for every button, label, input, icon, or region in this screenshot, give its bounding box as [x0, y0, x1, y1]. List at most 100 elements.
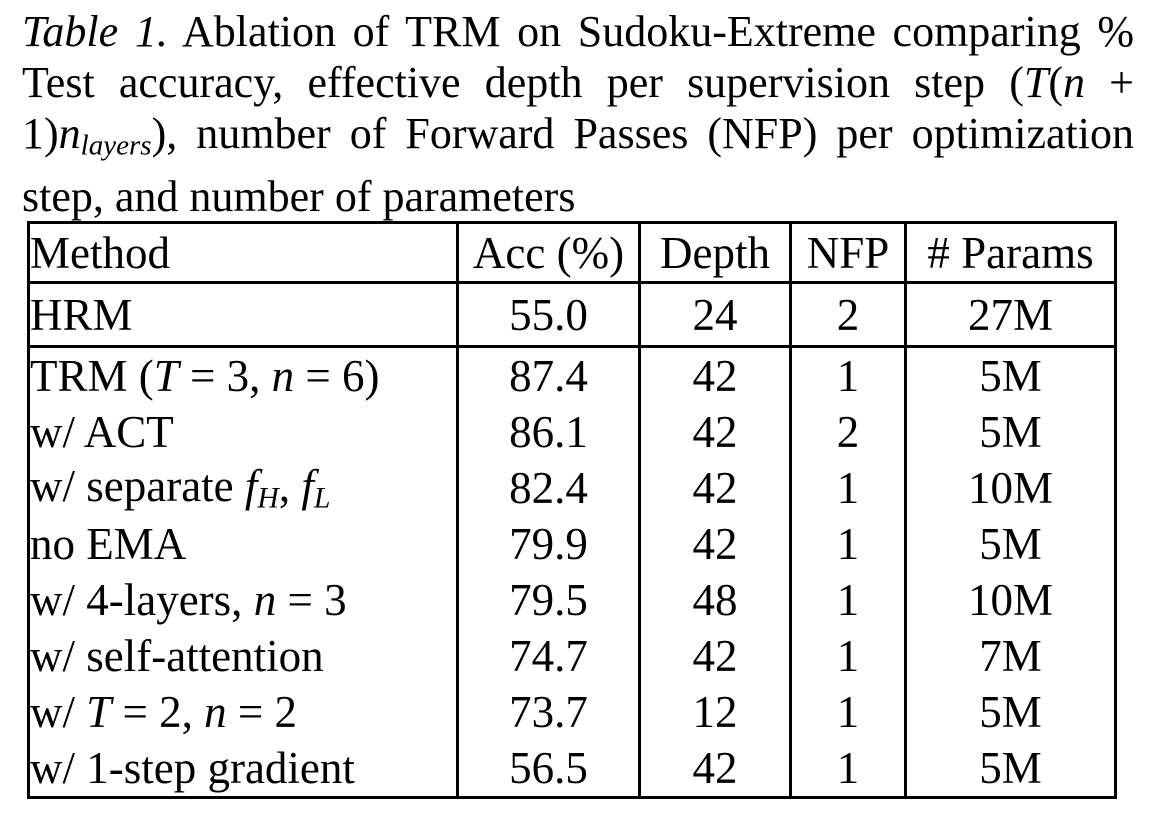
- text-segment: n: [1062, 58, 1085, 107]
- cell-acc: 82.4: [456, 460, 641, 516]
- cell-params: 5M: [904, 404, 1117, 460]
- text-segment: layers: [80, 129, 152, 162]
- cell-params: 5M: [904, 346, 1117, 404]
- cell-nfp: 1: [789, 740, 907, 798]
- cell-acc: 86.1: [456, 404, 641, 460]
- table-row-hrm: HRM 55.0 24 2 27M: [27, 282, 1117, 347]
- cell-params: 10M: [904, 572, 1117, 628]
- text-segment: = 3: [276, 575, 347, 625]
- cell-params: 5M: [904, 684, 1117, 740]
- table-row-separate-fh-fl: w/ separate fH, fL 82.4 42 1 10M: [27, 460, 1117, 516]
- cell-method: w/ self-attention: [27, 628, 459, 684]
- text-segment: 1): [22, 109, 59, 158]
- cell-method: w/ 1-step gradient: [27, 740, 459, 798]
- cell-nfp: 1: [789, 460, 907, 516]
- cell-method: w/ 4-layers, n = 3: [27, 572, 459, 628]
- ablation-table: Method Acc (%) Depth NFP # Params HRM 55…: [27, 221, 1117, 799]
- cell-nfp: 2: [789, 282, 907, 347]
- table-row-act: w/ ACT 86.1 42 2 5M: [27, 404, 1117, 460]
- ablation-table-wrapper: Method Acc (%) Depth NFP # Params HRM 55…: [27, 221, 1117, 799]
- cell-params: 5M: [904, 516, 1117, 572]
- cell-method: w/ ACT: [27, 404, 459, 460]
- text-segment: TRM (: [30, 351, 154, 401]
- caption-line: 1)nlayers), number of Forward Passes (NF…: [22, 108, 1134, 171]
- cell-depth: 12: [638, 684, 792, 740]
- col-header-method: Method: [27, 222, 459, 283]
- cell-method: TRM (T = 3, n = 6): [27, 346, 459, 404]
- text-segment: f: [244, 461, 258, 512]
- text-segment: n: [58, 109, 81, 158]
- text-segment: w/ 1-step gradient: [30, 743, 355, 793]
- text-segment: H: [257, 482, 279, 515]
- cell-acc: 79.9: [456, 516, 641, 572]
- cell-method: HRM: [27, 282, 459, 347]
- col-header-nfp: NFP: [789, 222, 907, 283]
- cell-nfp: 1: [789, 628, 907, 684]
- text-segment: n: [204, 687, 227, 737]
- text-segment: +: [1084, 58, 1134, 107]
- caption-line: Table 1. Ablation of TRM on Sudoku-Extre…: [22, 6, 1134, 57]
- text-segment: w/ separate: [30, 461, 245, 512]
- text-segment: ,: [278, 461, 302, 512]
- cell-depth: 42: [638, 404, 792, 460]
- text-segment: Table 1.: [22, 7, 168, 56]
- col-header-depth: Depth: [638, 222, 792, 283]
- cell-depth: 24: [638, 282, 792, 347]
- cell-acc: 56.5: [456, 740, 641, 798]
- caption-line: step, and number of parameters: [22, 171, 1134, 222]
- cell-acc: 55.0: [456, 282, 641, 347]
- text-segment: = 3,: [178, 351, 272, 401]
- col-header-acc: Acc (%): [456, 222, 641, 283]
- cell-nfp: 1: [789, 684, 907, 740]
- table-row-1-step-gradient: w/ 1-step gradient 56.5 42 1 5M: [27, 740, 1117, 798]
- table-row-trm: TRM (T = 3, n = 6) 87.4 42 1 5M: [27, 346, 1117, 404]
- text-segment: ), number of Forward Passes (NFP) per op…: [151, 109, 1134, 158]
- cell-depth: 42: [638, 460, 792, 516]
- table-header-row: Method Acc (%) Depth NFP # Params: [27, 222, 1117, 283]
- text-segment: f: [301, 461, 314, 512]
- cell-method: w/ separate fH, fL: [27, 460, 459, 516]
- cell-nfp: 1: [789, 346, 907, 404]
- text-segment: n: [271, 351, 295, 401]
- text-segment: T: [153, 351, 179, 401]
- cell-params: 5M: [904, 740, 1117, 798]
- table-caption: Table 1. Ablation of TRM on Sudoku-Extre…: [22, 6, 1134, 222]
- text-segment: w/: [30, 687, 87, 737]
- text-segment: no EMA: [30, 519, 187, 569]
- cell-acc: 87.4: [456, 346, 641, 404]
- cell-nfp: 2: [789, 404, 907, 460]
- text-segment: step, and number of parameters: [22, 172, 576, 222]
- cell-acc: 79.5: [456, 572, 641, 628]
- cell-nfp: 1: [789, 516, 907, 572]
- text-segment: w/ self-attention: [30, 631, 324, 681]
- cell-depth: 48: [638, 572, 792, 628]
- cell-acc: 73.7: [456, 684, 641, 740]
- text-segment: w/ 4-layers,: [30, 575, 254, 625]
- table-row-4-layers: w/ 4-layers, n = 3 79.5 48 1 10M: [27, 572, 1117, 628]
- cell-depth: 42: [638, 740, 792, 798]
- table-row-no-ema: no EMA 79.9 42 1 5M: [27, 516, 1117, 572]
- cell-params: 27M: [904, 282, 1117, 347]
- cell-depth: 42: [638, 628, 792, 684]
- text-segment: (: [1048, 58, 1063, 107]
- text-segment: Ablation of TRM on Sudoku-Extreme compar…: [167, 7, 1134, 56]
- cell-method: no EMA: [27, 516, 459, 572]
- text-segment: = 2,: [111, 687, 205, 737]
- text-segment: Test accuracy, effective depth per super…: [22, 58, 1024, 107]
- col-header-params: # Params: [904, 222, 1117, 283]
- table-row-self-attention: w/ self-attention 74.7 42 1 7M: [27, 628, 1117, 684]
- text-segment: = 2: [226, 687, 298, 737]
- table-row-t2-n2: w/ T = 2, n = 2 73.7 12 1 5M: [27, 684, 1117, 740]
- cell-method: w/ T = 2, n = 2: [27, 684, 459, 740]
- text-segment: L: [313, 482, 331, 515]
- cell-params: 7M: [904, 628, 1117, 684]
- cell-depth: 42: [638, 516, 792, 572]
- text-segment: = 6): [294, 351, 380, 401]
- text-segment: w/ ACT: [30, 407, 174, 457]
- cell-params: 10M: [904, 460, 1117, 516]
- cell-depth: 42: [638, 346, 792, 404]
- caption-line: Test accuracy, effective depth per super…: [22, 57, 1134, 108]
- cell-nfp: 1: [789, 572, 907, 628]
- text-segment: T: [86, 687, 112, 737]
- text-segment: n: [253, 575, 277, 625]
